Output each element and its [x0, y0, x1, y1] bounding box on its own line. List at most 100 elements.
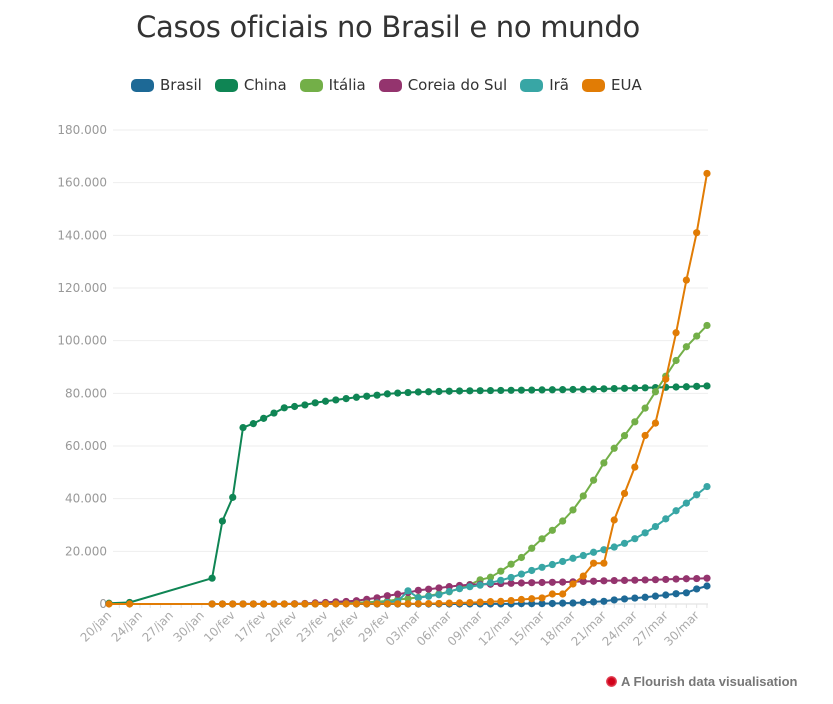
data-point-ira: [651, 522, 660, 531]
legend-label: EUA: [611, 76, 642, 94]
x-tick-label: 27/jan: [139, 608, 175, 644]
data-point-italia: [703, 321, 711, 330]
legend-item-ira[interactable]: Irã: [520, 76, 569, 94]
y-tick-label: 20.000: [65, 544, 107, 558]
legend-item-china[interactable]: China: [214, 76, 287, 94]
data-point-eua: [414, 600, 422, 608]
data-point-italia: [641, 404, 649, 412]
data-point-china: [394, 389, 402, 397]
legend-swatch: [131, 78, 154, 92]
data-point-coreia-do-sul: [528, 579, 536, 587]
data-point-coreia-do-sul: [631, 576, 639, 584]
data-point-china: [332, 396, 340, 404]
x-tick-label: 17/fev: [232, 608, 269, 645]
data-point-ira: [486, 579, 495, 587]
data-point-coreia-do-sul: [517, 579, 526, 587]
data-point-eua: [517, 595, 526, 604]
flourish-credit-link[interactable]: A Flourish data visualisation: [606, 674, 798, 689]
data-point-eua: [579, 572, 587, 580]
legend-swatch: [520, 78, 544, 92]
data-point-china: [682, 383, 690, 391]
data-point-ira: [693, 491, 701, 499]
data-point-eua: [507, 596, 515, 605]
data-point-ira: [497, 576, 505, 584]
legend-item-brasil[interactable]: Brasil: [131, 76, 202, 94]
data-point-eua: [651, 419, 660, 427]
data-point-italia: [538, 535, 546, 543]
data-point-china: [290, 402, 299, 411]
data-point-china: [435, 387, 443, 396]
data-point-coreia-do-sul: [425, 585, 433, 593]
data-point-eua: [682, 276, 690, 284]
data-point-china: [693, 382, 701, 390]
data-point-china: [342, 395, 350, 403]
legend-item-eua[interactable]: EUA: [582, 76, 642, 94]
data-point-ira: [435, 591, 443, 599]
data-point-eua: [486, 598, 495, 606]
data-point-china: [270, 409, 278, 417]
legend-label: Irã: [549, 76, 570, 94]
data-point-brasil: [538, 599, 546, 608]
data-point-ira: [548, 560, 556, 569]
data-point-ira: [517, 570, 526, 578]
data-point-coreia-do-sul: [579, 577, 587, 586]
data-point-eua: [569, 580, 577, 588]
data-point-eua: [352, 600, 361, 608]
data-point-brasil: [548, 599, 556, 608]
data-point-coreia-do-sul: [383, 592, 391, 600]
data-point-eua: [600, 559, 608, 567]
data-point-coreia-do-sul: [414, 586, 422, 594]
data-point-eua: [476, 598, 484, 606]
data-point-china: [445, 387, 453, 395]
data-point-brasil: [693, 585, 701, 593]
data-point-ira: [425, 592, 433, 600]
data-point-eua: [301, 600, 309, 608]
data-point-eua: [589, 559, 598, 567]
data-point-ira: [569, 554, 577, 562]
data-point-ira: [445, 587, 453, 596]
data-point-ira: [559, 557, 567, 566]
legend-item-coreia-do-sul[interactable]: Coreia do Sul: [378, 76, 507, 94]
data-point-coreia-do-sul: [600, 577, 608, 585]
data-point-china: [373, 391, 381, 399]
data-point-brasil: [662, 591, 670, 599]
data-point-coreia-do-sul: [682, 575, 690, 583]
data-point-eua: [260, 600, 268, 608]
data-point-brasil: [559, 599, 567, 607]
data-point-china: [559, 386, 567, 394]
data-point-eua: [497, 597, 505, 605]
data-point-ira: [414, 594, 422, 602]
y-tick-label: 180.000: [57, 123, 107, 137]
data-point-china: [208, 574, 216, 582]
data-point-italia: [497, 567, 505, 575]
data-point-brasil: [620, 595, 629, 603]
data-point-brasil: [651, 592, 660, 600]
data-point-china: [425, 388, 433, 396]
data-point-eua: [435, 599, 443, 608]
data-point-china: [579, 385, 587, 393]
data-point-eua: [662, 375, 670, 383]
data-point-china: [600, 385, 608, 393]
data-point-ira: [404, 587, 412, 595]
data-point-eua: [383, 600, 391, 608]
data-point-china: [631, 384, 639, 392]
data-point-brasil: [589, 598, 598, 606]
data-point-eua: [455, 599, 464, 607]
data-point-ira: [579, 551, 587, 560]
x-tick-label: 10/fev: [201, 608, 238, 645]
y-tick-label: 80.000: [65, 386, 107, 400]
data-point-china: [383, 390, 391, 398]
legend-label: Itália: [328, 76, 366, 94]
data-point-eua: [425, 599, 433, 608]
x-tick-label: 26/fev: [325, 608, 362, 645]
y-tick-label: 120.000: [57, 281, 107, 295]
data-point-china: [476, 387, 484, 395]
data-point-coreia-do-sul: [662, 575, 670, 584]
data-point-italia: [682, 343, 690, 351]
data-point-eua: [528, 595, 536, 603]
data-point-china: [218, 517, 227, 525]
data-point-china: [301, 401, 309, 409]
legend-item-italia[interactable]: Itália: [299, 76, 366, 94]
data-point-ira: [476, 581, 484, 589]
